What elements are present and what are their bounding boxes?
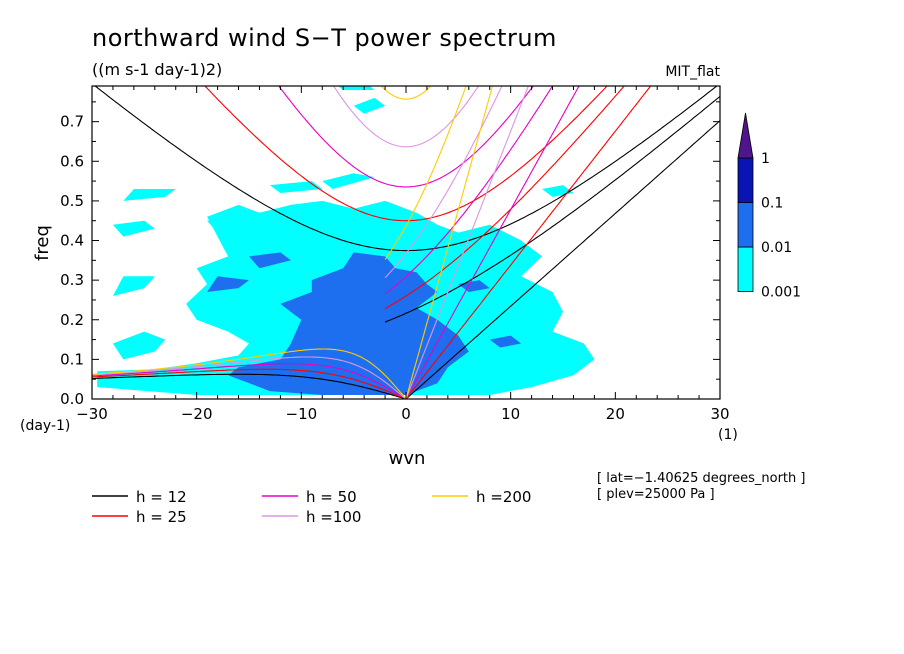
colorbar-segment bbox=[737, 246, 754, 292]
curve-12-rossby bbox=[92, 373, 407, 399]
chart-title: northward wind S−T power spectrum bbox=[92, 24, 557, 52]
region-level-0p001 bbox=[353, 97, 386, 114]
y-tick-label: 0.0 bbox=[60, 390, 84, 408]
x-axis-ticks: −30 −20 −10 0 10 20 30 bbox=[76, 86, 730, 423]
region-level-0p001 bbox=[322, 173, 375, 189]
x-tick-label: −10 bbox=[286, 405, 318, 423]
info-line-plev: [ plev=25000 Pa ] bbox=[597, 487, 715, 502]
dispersion-curves bbox=[92, 86, 720, 399]
y-tick-label: 0.3 bbox=[60, 271, 84, 289]
region-level-0p001 bbox=[123, 189, 176, 201]
region-level-0p01 bbox=[228, 252, 469, 395]
colorbar-label: 0.001 bbox=[761, 285, 801, 301]
curve-100-inertio-gravity bbox=[332, 86, 480, 148]
curve-200-eig bbox=[384, 86, 467, 260]
curve-12-kelvin bbox=[405, 120, 720, 399]
colorbar-label: 1 bbox=[761, 151, 770, 167]
spectrum-regions bbox=[97, 86, 595, 395]
info-line-lat: [ lat=−1.40625 degrees_north ] bbox=[597, 471, 805, 486]
region-level-0p01 bbox=[207, 276, 249, 292]
y-tick-label: 0.4 bbox=[60, 232, 84, 250]
x-tick-label: 0 bbox=[401, 405, 411, 423]
curve-25-kelvin bbox=[405, 86, 652, 399]
x-tick-label: 20 bbox=[606, 405, 625, 423]
legend-label: h =200 bbox=[476, 488, 531, 506]
chart-subtitle: ((m s-1 day-1)2) bbox=[92, 60, 222, 79]
colorbar-extend-triangle bbox=[737, 112, 754, 159]
legend-label: h = 25 bbox=[136, 508, 187, 526]
curve-100-eig bbox=[384, 86, 503, 279]
x-tick-label: −20 bbox=[181, 405, 213, 423]
curve-50-kelvin bbox=[405, 86, 580, 399]
y-axis-label: freq bbox=[32, 225, 53, 261]
colorbar-segment bbox=[737, 157, 754, 203]
curve-25-rossby bbox=[92, 368, 407, 399]
y-tick-label: 0.7 bbox=[60, 113, 84, 131]
curve-50-eig bbox=[384, 86, 554, 295]
y-axis-ticks: 0.0 0.1 0.2 0.3 0.4 0.5 0.6 0.7 bbox=[60, 101, 720, 408]
legend-label: h = 12 bbox=[136, 488, 187, 506]
curve-25-inertio-gravity bbox=[204, 86, 608, 222]
region-level-0p001 bbox=[269, 181, 323, 193]
model-label: MIT_flat bbox=[665, 64, 720, 80]
colorbar-label: 0.01 bbox=[761, 240, 792, 256]
curve-200-kelvin bbox=[405, 86, 494, 399]
curve-12-inertio-gravity bbox=[94, 86, 718, 252]
curve-100-kelvin bbox=[405, 86, 529, 399]
region-level-0p001 bbox=[207, 216, 249, 233]
y-unit-label: (day-1) bbox=[20, 418, 70, 434]
region-level-0p01 bbox=[489, 335, 522, 348]
y-tick-label: 0.5 bbox=[60, 192, 84, 210]
y-tick-label: 0.2 bbox=[60, 311, 84, 329]
region-level-0p001 bbox=[112, 276, 155, 296]
curve-200-inertio-gravity bbox=[380, 86, 432, 100]
curve-50-inertio-gravity bbox=[278, 86, 534, 188]
curve-200-rossby bbox=[92, 348, 407, 399]
region-level-0p001 bbox=[112, 220, 155, 237]
legend: h = 12 h = 25 h = 50 h =100 h =200 bbox=[92, 488, 531, 526]
region-level-0p001 bbox=[337, 86, 375, 90]
curve-50-rossby bbox=[92, 363, 407, 399]
x-axis-label: wvn bbox=[389, 448, 426, 469]
y-tick-label: 0.1 bbox=[60, 350, 84, 368]
legend-label: h =100 bbox=[306, 508, 361, 526]
colorbar: 0.001 0.01 0.1 1 bbox=[737, 112, 801, 301]
region-level-0p001 bbox=[112, 331, 166, 360]
curve-100-rossby bbox=[92, 356, 407, 399]
x-tick-label: 10 bbox=[501, 405, 520, 423]
y-tick-label: 0.6 bbox=[60, 152, 84, 170]
legend-label: h = 50 bbox=[306, 488, 357, 506]
x-tick-label: 30 bbox=[710, 405, 729, 423]
colorbar-label: 0.1 bbox=[761, 196, 783, 212]
x-unit-label: (1) bbox=[718, 427, 738, 443]
curve-12-eig bbox=[384, 95, 720, 323]
colorbar-segment bbox=[737, 202, 754, 248]
region-level-0p01 bbox=[249, 252, 291, 269]
x-tick-label: −30 bbox=[76, 405, 108, 423]
